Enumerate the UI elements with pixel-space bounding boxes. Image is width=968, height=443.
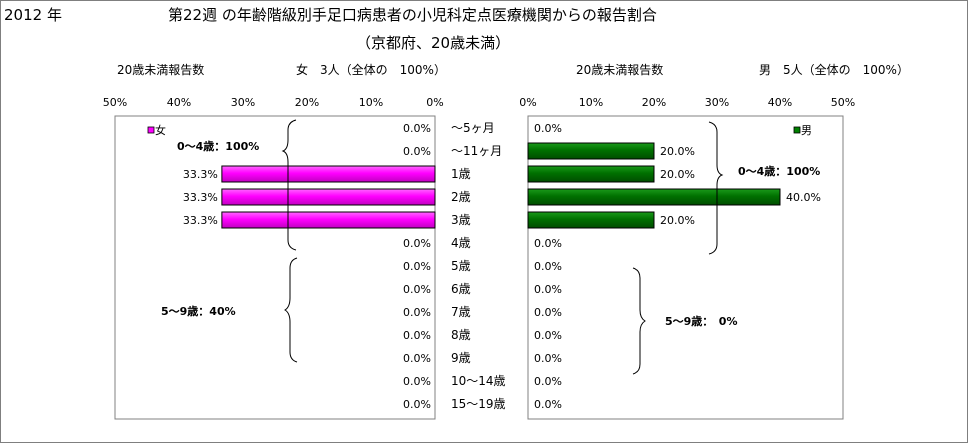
category-label: 4歳 <box>451 236 471 250</box>
male-data-label: 40.0% <box>786 191 821 204</box>
female-bar <box>221 211 436 229</box>
category-label: ～11ヶ月 <box>451 144 502 158</box>
male-legend-swatch <box>793 126 801 134</box>
female-x-tick: 40% <box>167 96 191 109</box>
female-group-label-0-4: 0～4歳：100% <box>177 139 259 153</box>
female-x-tick: 0% <box>426 96 443 109</box>
female-plot-area <box>114 115 436 420</box>
category-label: 1歳 <box>451 167 471 181</box>
female-data-label: 0.0% <box>403 260 431 273</box>
male-data-label: 0.0% <box>534 260 562 273</box>
male-bar <box>527 142 655 160</box>
category-label: 10～14歳 <box>451 374 506 388</box>
female-group-label-5-9: 5～9歳：40% <box>161 304 236 318</box>
male-count-label: 20歳未満報告数 <box>576 63 664 77</box>
male-data-label: 0.0% <box>534 329 562 342</box>
male-x-tick: 10% <box>579 96 603 109</box>
category-label: 6歳 <box>451 282 471 296</box>
male-data-label: 0.0% <box>534 122 562 135</box>
female-brace-0-4 <box>281 119 297 251</box>
male-summary: 男 5人（全体の 100%） <box>759 63 909 77</box>
male-legend-label: 男 <box>801 124 812 137</box>
female-data-label: 0.0% <box>403 352 431 365</box>
female-x-tick: 20% <box>295 96 319 109</box>
category-label: 2歳 <box>451 190 471 204</box>
category-label: 15～19歳 <box>451 397 506 411</box>
category-label: 7歳 <box>451 305 471 319</box>
male-x-tick: 40% <box>768 96 792 109</box>
male-data-label: 0.0% <box>534 352 562 365</box>
male-x-tick: 0% <box>519 96 536 109</box>
male-data-label: 0.0% <box>534 237 562 250</box>
female-data-label: 33.3% <box>183 191 218 204</box>
female-legend-swatch <box>147 126 155 134</box>
female-data-label: 0.0% <box>403 398 431 411</box>
female-legend-label: 女 <box>155 123 166 137</box>
female-bar <box>221 188 436 206</box>
chart-title: 第22週 の年齢階級別手足口病患者の小児科定点医療機関からの報告割合 <box>168 6 657 24</box>
male-data-label: 0.0% <box>534 398 562 411</box>
category-label: 9歳 <box>451 351 471 365</box>
male-group-label-5-9: 5～9歳： 0% <box>665 314 737 328</box>
female-data-label: 0.0% <box>403 306 431 319</box>
female-data-label: 0.0% <box>403 237 431 250</box>
category-label: 3歳 <box>451 213 471 227</box>
female-summary: 女 3人（全体の 100%） <box>296 63 446 77</box>
male-brace-0-4 <box>708 121 724 255</box>
male-bar <box>527 188 781 206</box>
male-bar <box>527 165 655 183</box>
male-plot-area <box>527 115 844 420</box>
male-group-label-0-4: 0～4歳：100% <box>738 164 820 178</box>
female-x-tick: 30% <box>231 96 255 109</box>
category-label: ～5ヶ月 <box>451 121 495 135</box>
male-data-label: 20.0% <box>660 214 695 227</box>
male-brace-5-9 <box>632 267 646 375</box>
female-x-tick: 10% <box>359 96 383 109</box>
female-count-label: 20歳未満報告数 <box>117 63 205 77</box>
female-brace-5-9 <box>284 257 298 363</box>
female-data-label: 0.0% <box>403 283 431 296</box>
female-x-tick: 50% <box>103 96 127 109</box>
female-data-label: 0.0% <box>403 375 431 388</box>
male-data-label: 20.0% <box>660 145 695 158</box>
male-x-tick: 20% <box>642 96 666 109</box>
female-data-label: 0.0% <box>403 329 431 342</box>
female-data-label: 33.3% <box>183 214 218 227</box>
male-bar <box>527 211 655 229</box>
female-bar <box>221 165 436 183</box>
female-data-label: 0.0% <box>403 145 431 158</box>
female-data-label: 0.0% <box>403 122 431 135</box>
year-label: 2012 年 <box>4 6 62 24</box>
male-data-label: 0.0% <box>534 306 562 319</box>
male-data-label: 0.0% <box>534 283 562 296</box>
category-label: 5歳 <box>451 259 471 273</box>
category-label: 8歳 <box>451 328 471 342</box>
male-x-tick: 50% <box>831 96 855 109</box>
male-data-label: 20.0% <box>660 168 695 181</box>
female-data-label: 33.3% <box>183 168 218 181</box>
male-data-label: 0.0% <box>534 375 562 388</box>
male-x-tick: 30% <box>705 96 729 109</box>
chart-subtitle: （京都府、20歳未満） <box>356 34 511 52</box>
